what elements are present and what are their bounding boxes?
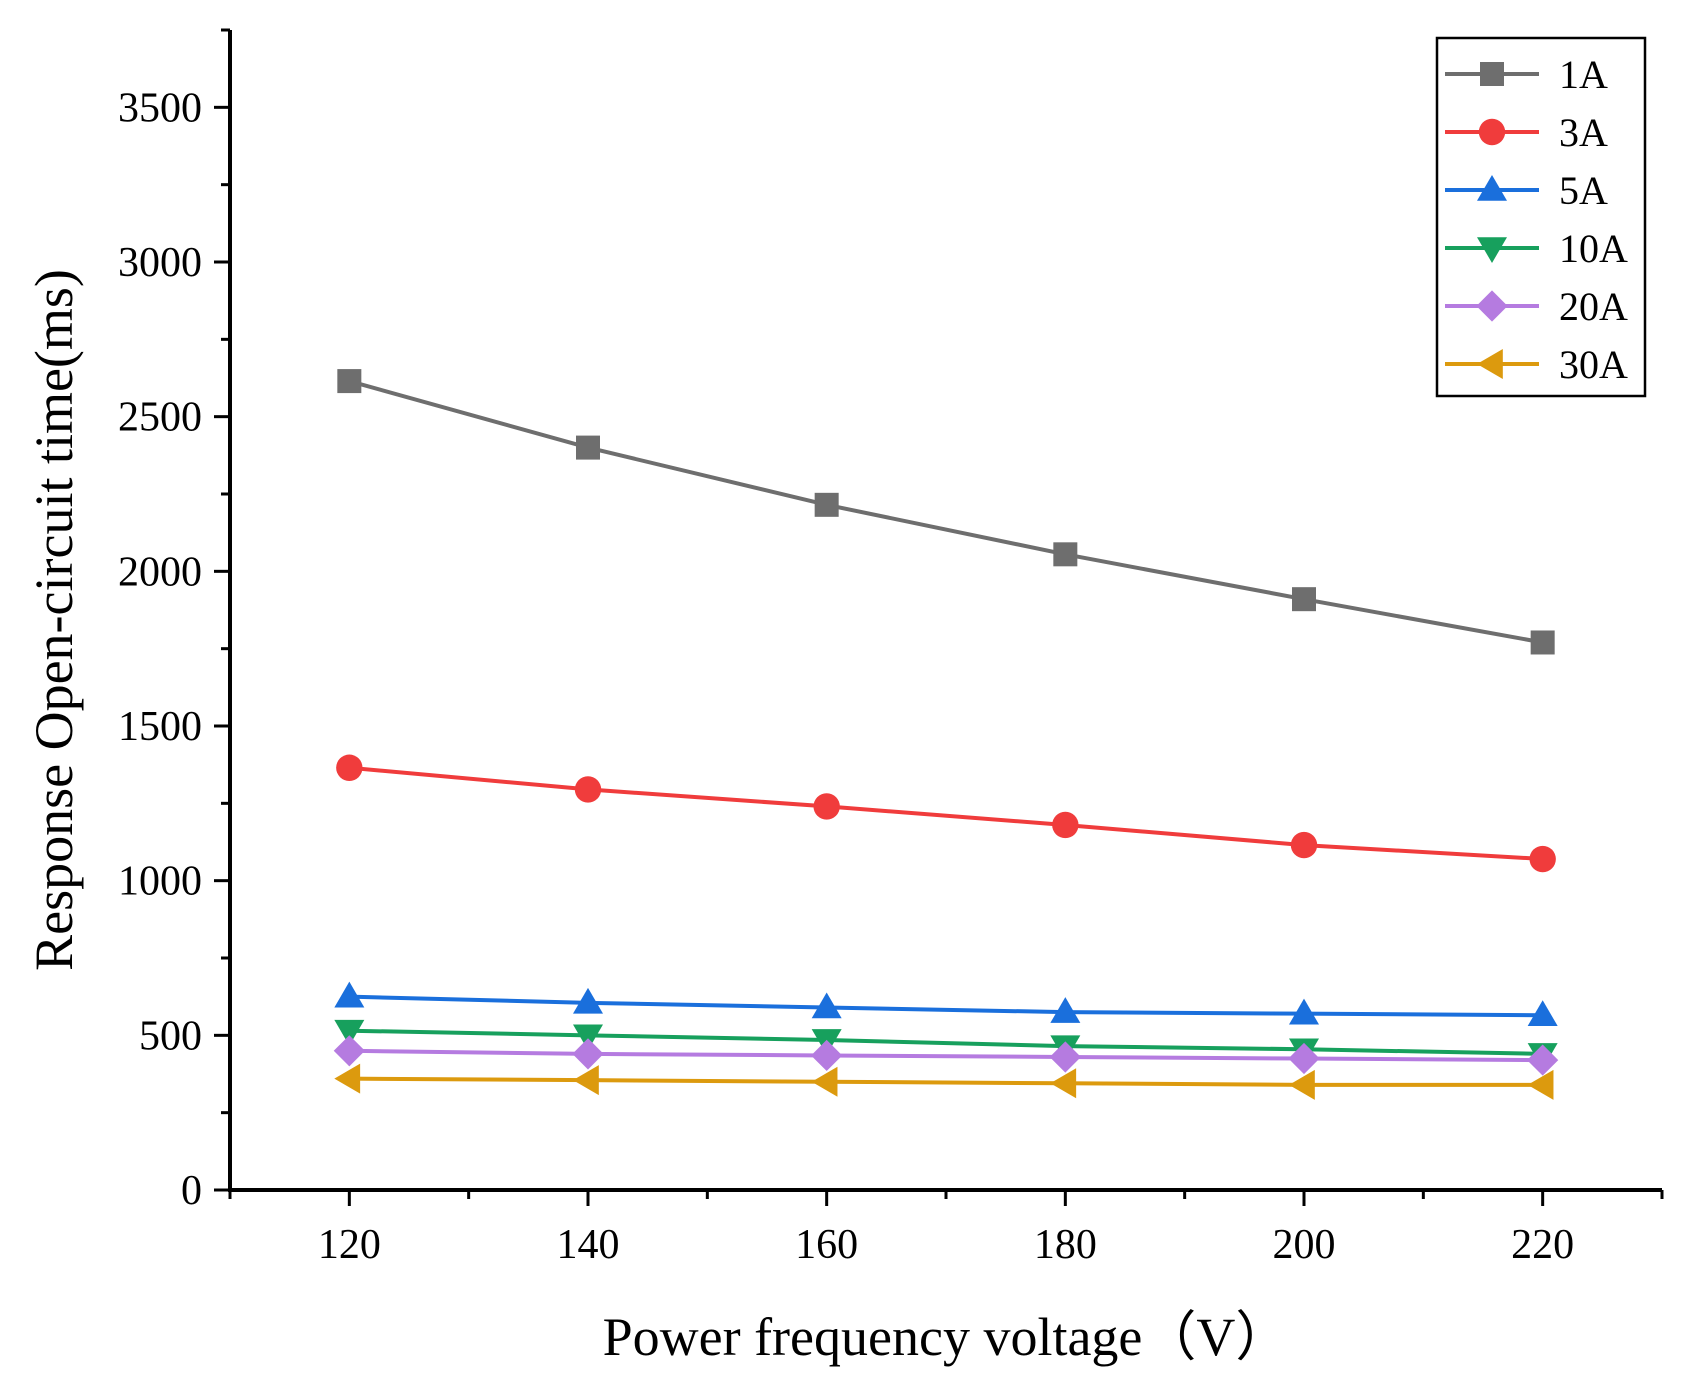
circle-marker <box>574 776 602 803</box>
diamond-marker <box>572 1038 604 1070</box>
series-line <box>349 1048 1543 1063</box>
x-tick-label: 200 <box>1273 1222 1336 1268</box>
y-tick-label: 1500 <box>118 704 202 750</box>
series-30A <box>334 1063 1554 1100</box>
triangle-up-marker <box>1527 1000 1558 1027</box>
circle-marker <box>336 754 363 781</box>
y-tick-label: 500 <box>139 1013 202 1059</box>
triangle-down-marker <box>1477 237 1507 263</box>
series-line <box>349 1028 1543 1056</box>
series-5A <box>334 981 1558 1027</box>
series-line <box>349 1076 1543 1087</box>
diamond-marker <box>1476 290 1508 322</box>
diamond-marker <box>811 1039 843 1072</box>
legend-item: 20A <box>1445 284 1628 329</box>
circle-marker <box>1290 831 1318 859</box>
diamond-marker <box>1049 1041 1081 1073</box>
y-tick-label: 3500 <box>118 85 202 131</box>
legend-label: 10A <box>1559 226 1628 271</box>
triangle-down-marker <box>573 1024 603 1051</box>
legend-label: 3A <box>1559 110 1608 155</box>
triangle-left-marker <box>573 1065 599 1096</box>
diamond-marker <box>1288 1042 1320 1075</box>
series-layer <box>333 369 1559 1100</box>
y-tick-label: 2000 <box>118 549 202 595</box>
triangle-up-marker <box>811 992 842 1019</box>
square-marker <box>1292 587 1316 612</box>
legend-box <box>1435 36 1647 398</box>
legend-label: 1A <box>1559 52 1608 97</box>
y-axis: 0 500 1000 1500 2000 2500 3000 3500 <box>118 28 230 1214</box>
legend-label: 5A <box>1559 168 1608 213</box>
circle-marker <box>813 793 840 820</box>
series-1A <box>337 369 1555 655</box>
triangle-up-marker <box>573 987 603 1014</box>
circle-marker <box>1052 811 1079 839</box>
legend-item: 3A <box>1445 110 1608 155</box>
triangle-down-marker <box>334 1019 365 1046</box>
triangle-left-marker <box>334 1063 361 1094</box>
series-10A <box>334 1019 1558 1069</box>
triangle-up-marker <box>1477 175 1507 201</box>
y-axis-title: Response Open-circuit time(ms) <box>24 269 84 971</box>
y-tick-label: 0 <box>181 1168 202 1214</box>
square-marker <box>1480 62 1504 86</box>
series-20A <box>333 1035 1559 1076</box>
x-tick-label: 160 <box>795 1222 858 1268</box>
square-marker <box>337 369 362 394</box>
y-tick-label: 2500 <box>118 395 202 441</box>
series-line <box>349 765 1543 862</box>
triangle-up-marker <box>1289 998 1319 1025</box>
triangle-up-marker <box>334 981 365 1008</box>
legend-item: 1A <box>1445 52 1608 97</box>
diamond-marker <box>1527 1044 1559 1076</box>
x-tick-label: 180 <box>1034 1222 1097 1268</box>
legend: 1A 3A 5A 10A 20A 30A <box>1435 36 1647 398</box>
series-3A <box>336 754 1556 873</box>
legend-label: 20A <box>1559 284 1628 329</box>
series-line <box>349 994 1543 1018</box>
triangle-left-marker <box>1477 349 1503 379</box>
legend-item: 5A <box>1445 168 1608 213</box>
legend-item: 10A <box>1445 226 1628 271</box>
x-tick-label: 220 <box>1511 1222 1574 1268</box>
series-line <box>348 379 1544 645</box>
square-marker <box>1053 542 1078 567</box>
triangle-left-marker <box>1527 1069 1554 1100</box>
x-tick-label: 140 <box>557 1222 620 1268</box>
legend-label: 30A <box>1559 342 1628 387</box>
x-tick-label: 120 <box>318 1222 381 1268</box>
circle-marker <box>1478 118 1506 146</box>
circle-marker <box>1529 845 1556 873</box>
triangle-left-marker <box>811 1066 838 1097</box>
square-marker <box>1530 630 1555 655</box>
y-tick-label: 3000 <box>118 240 202 286</box>
legend-item: 30A <box>1445 342 1628 387</box>
triangle-up-marker <box>1050 997 1081 1023</box>
square-marker <box>576 435 600 460</box>
triangle-left-marker <box>1050 1068 1077 1099</box>
y-tick-label: 1000 <box>118 859 202 905</box>
diamond-marker <box>333 1035 365 1067</box>
triangle-left-marker <box>1289 1069 1315 1100</box>
square-marker <box>814 492 839 517</box>
x-axis-title: Power frequency voltage（V） <box>603 1307 1290 1367</box>
x-axis: 120 140 160 180 200 220 <box>228 1190 1664 1268</box>
